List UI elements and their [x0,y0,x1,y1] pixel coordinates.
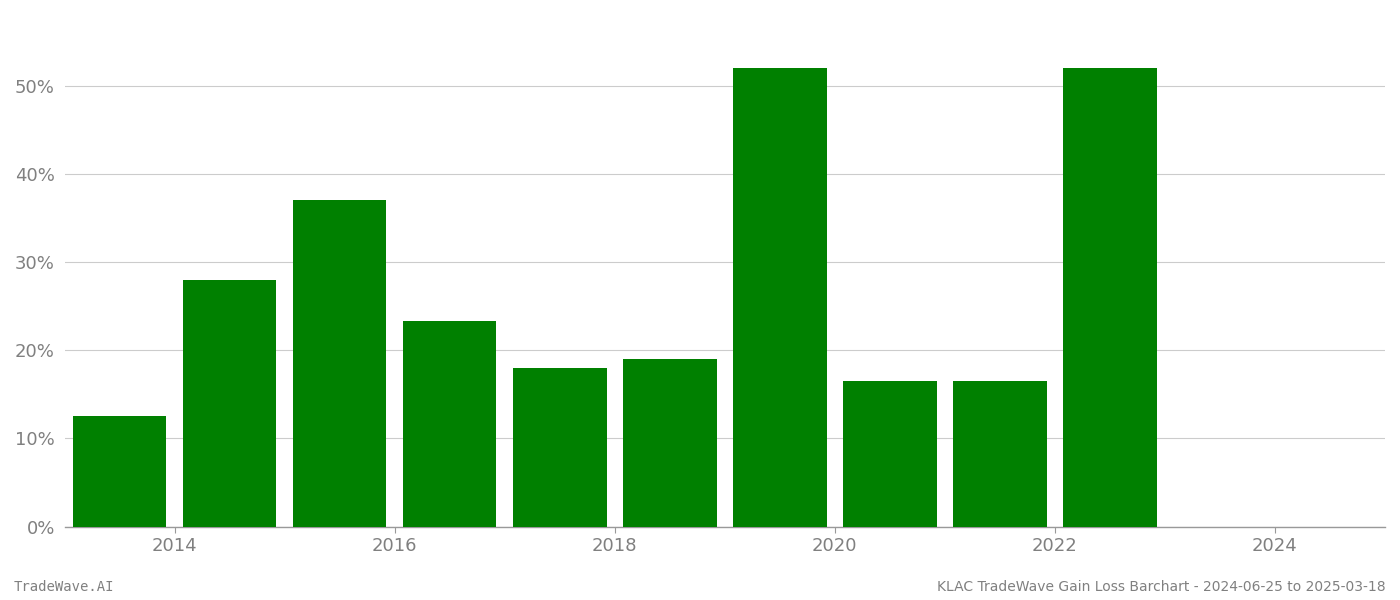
Bar [734,68,826,527]
Text: TradeWave.AI: TradeWave.AI [14,580,115,594]
Bar [403,321,497,527]
Text: KLAC TradeWave Gain Loss Barchart - 2024-06-25 to 2025-03-18: KLAC TradeWave Gain Loss Barchart - 2024… [938,580,1386,594]
Bar [512,368,606,527]
Bar [843,381,937,527]
Bar [73,416,167,527]
Bar [293,200,386,527]
Bar [623,359,717,527]
Bar [1063,68,1156,527]
Bar [183,280,276,527]
Bar [953,381,1047,527]
